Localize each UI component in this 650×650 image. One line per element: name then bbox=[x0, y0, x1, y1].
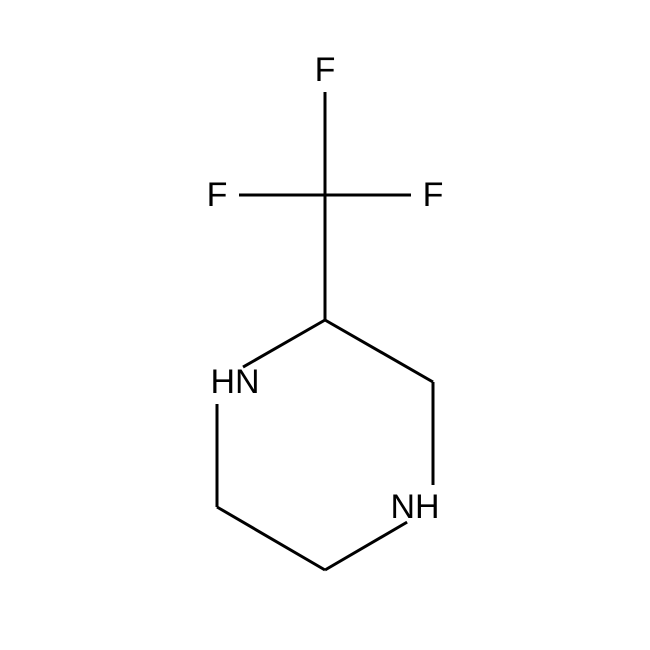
bond bbox=[243, 320, 325, 367]
atom-label-F_left: F bbox=[207, 176, 228, 214]
atom-label-N_right: NH bbox=[390, 488, 439, 526]
bond bbox=[325, 522, 407, 570]
bond bbox=[217, 507, 325, 570]
bond bbox=[325, 320, 433, 382]
atom-label-N_left: HN bbox=[210, 363, 259, 401]
atom-label-F_top: F bbox=[315, 51, 336, 89]
atom-label-F_right: F bbox=[423, 176, 444, 214]
molecule-diagram: F F F HN NH bbox=[0, 0, 650, 650]
